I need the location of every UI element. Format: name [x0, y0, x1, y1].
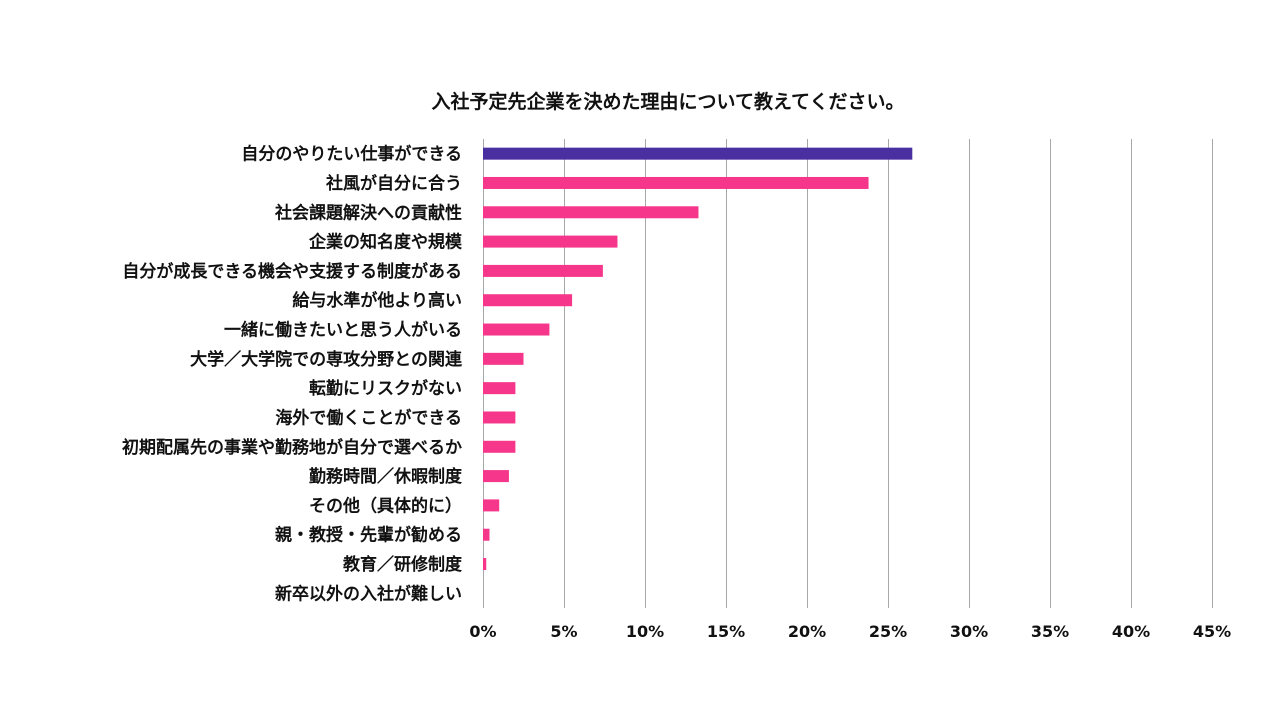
- x-tick-label: 15%: [707, 622, 745, 641]
- category-label: その他（具体的に）: [309, 495, 462, 516]
- bar: [483, 264, 603, 277]
- bar: [483, 411, 516, 424]
- x-tick-label: 20%: [788, 622, 826, 641]
- category-label: 初期配属先の事業や勤務地が自分で選べるか: [122, 437, 462, 458]
- x-tick-label: 30%: [950, 622, 988, 641]
- category-label: 教育／研修制度: [342, 554, 463, 575]
- x-axis-tick-labels: 0% 5% 10% 15% 20% 25% 30% 35% 40% 45%: [469, 622, 1231, 641]
- chart-title: 入社予定先企業を決めた理由について教えてください。: [432, 90, 905, 113]
- category-label: 社会課題解決への貢献性: [274, 202, 462, 223]
- bar: [483, 235, 618, 248]
- category-label: 転勤にリスクがない: [309, 378, 462, 399]
- category-label: 企業の知名度や規模: [308, 232, 463, 253]
- category-label: 勤務時間／休暇制度: [309, 466, 463, 487]
- category-label: 自分のやりたい仕事ができる: [241, 144, 462, 165]
- category-label: 海外で働くことができる: [275, 407, 462, 428]
- x-tick-label: 45%: [1193, 622, 1231, 641]
- bar: [483, 440, 516, 453]
- bar: [483, 147, 913, 160]
- bar: [483, 558, 487, 571]
- bar: [483, 528, 490, 541]
- x-tick-label: 25%: [869, 622, 907, 641]
- bar: [483, 206, 699, 219]
- category-label: 給与水準が他より高い: [292, 290, 462, 311]
- category-label: 一緒に働きたいと思う人がいる: [224, 320, 462, 341]
- bar: [483, 176, 869, 189]
- bar: [483, 499, 500, 512]
- category-label: 社風が自分に合う: [325, 173, 462, 194]
- bar: [483, 470, 509, 483]
- bars: [483, 147, 913, 571]
- x-tick-label: 40%: [1112, 622, 1150, 641]
- category-label: 新卒以外の入社が難しい: [275, 583, 462, 604]
- x-tick-label: 5%: [550, 622, 577, 641]
- x-tick-label: 35%: [1031, 622, 1069, 641]
- x-tick-label: 10%: [626, 622, 664, 641]
- category-label: 大学／大学院での専攻分野との関連: [190, 349, 463, 370]
- bar: [483, 352, 524, 365]
- category-label: 親・教授・先輩が勧める: [275, 525, 462, 546]
- bar: [483, 382, 516, 395]
- bar: [483, 323, 550, 336]
- x-tick-label: 0%: [469, 622, 496, 641]
- category-label: 自分が成長できる機会や支援する制度がある: [122, 261, 462, 282]
- bar: [483, 294, 573, 307]
- category-labels: 自分のやりたい仕事ができる社風が自分に合う社会課題解決への貢献性企業の知名度や規…: [122, 144, 463, 605]
